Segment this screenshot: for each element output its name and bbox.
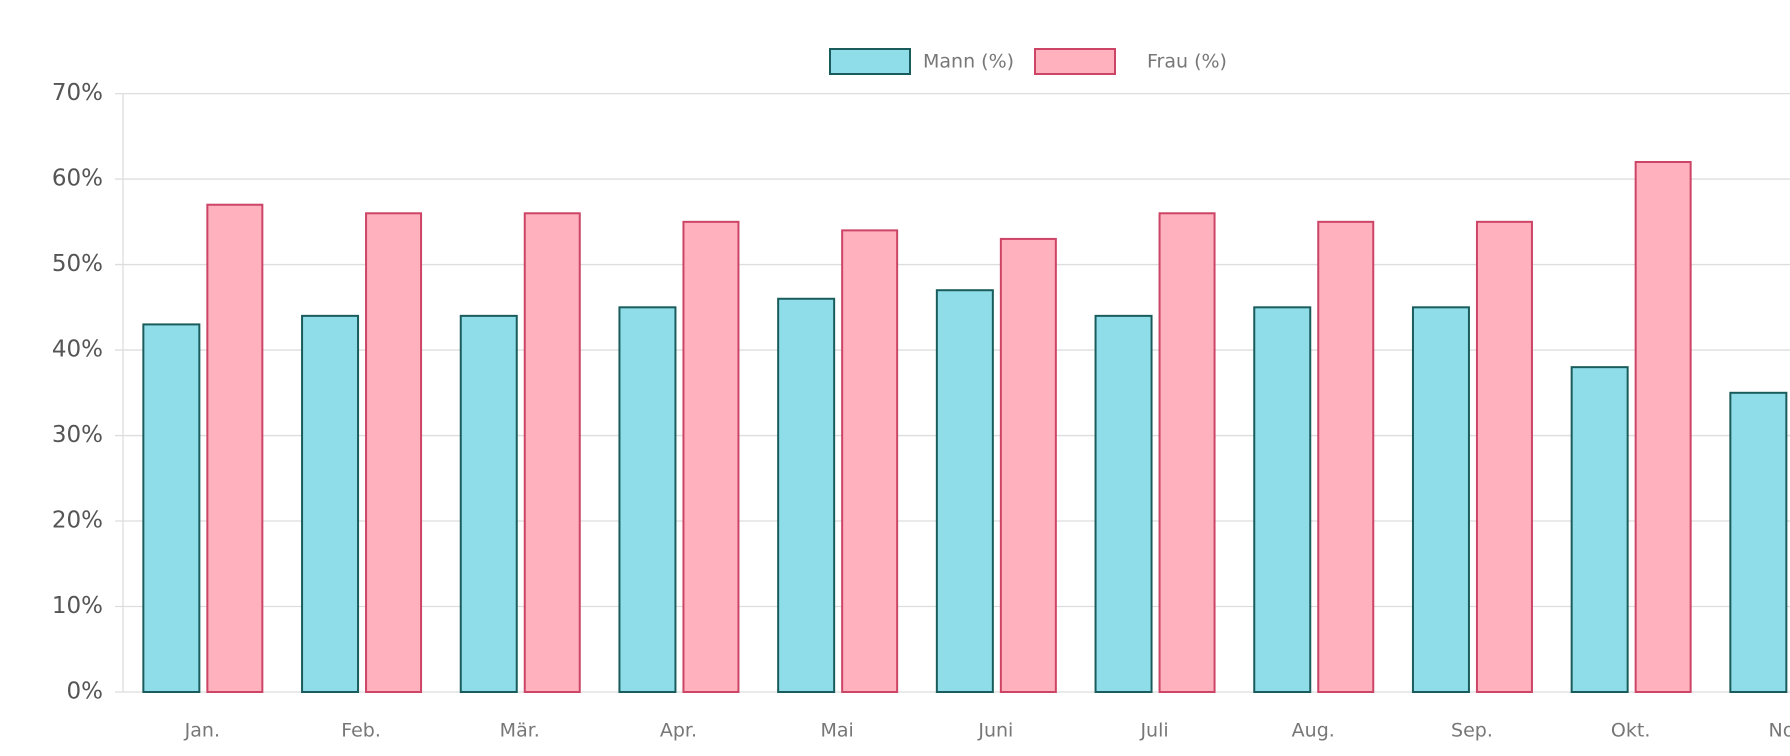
x-tick-label: Mär. (500, 720, 540, 742)
bar (1253, 306, 1312, 693)
bar (618, 306, 677, 693)
x-tick-label: Feb. (341, 720, 381, 742)
legend-label: Mann (%) (923, 51, 1014, 73)
bar (523, 212, 581, 693)
bar (777, 297, 836, 693)
bar (301, 314, 360, 693)
bar (841, 229, 899, 693)
bar (1634, 160, 1692, 693)
x-tick-label: Aug. (1292, 720, 1335, 742)
y-tick-label: 50% (52, 251, 103, 277)
bar (142, 323, 201, 693)
y-tick-label: 30% (52, 422, 103, 448)
bar (1570, 366, 1629, 693)
x-tick-label: Mai (820, 720, 853, 742)
bar (1411, 306, 1470, 693)
y-tick-label: 20% (52, 508, 103, 534)
bar (365, 212, 423, 693)
x-tick-label: Jan. (184, 720, 220, 742)
legend-label: Frau (%) (1147, 51, 1227, 73)
y-tick-label: 0% (67, 679, 104, 705)
bar (1729, 391, 1788, 693)
bar (935, 289, 994, 693)
bar (1094, 314, 1153, 693)
bar (1158, 212, 1216, 693)
x-tick-label: Juli (1139, 720, 1168, 742)
y-tick-label: 60% (52, 166, 103, 192)
legend-swatch (829, 48, 911, 75)
x-tick-label: Okt. (1611, 720, 1650, 742)
bar (999, 237, 1057, 693)
bar (459, 314, 518, 693)
x-tick-label: Apr. (660, 720, 697, 742)
bar (206, 203, 264, 694)
x-tick-label: Juni (977, 720, 1013, 742)
x-tick-label: Sep. (1451, 720, 1493, 742)
bar (682, 220, 740, 693)
y-tick-label: 70% (52, 80, 103, 106)
bar (1317, 220, 1375, 693)
x-tick-label: Nov. (1769, 720, 1790, 742)
legend-swatch (1034, 48, 1116, 75)
bar (1475, 220, 1533, 693)
y-tick-label: 40% (52, 337, 103, 363)
y-tick-label: 10% (52, 593, 103, 619)
